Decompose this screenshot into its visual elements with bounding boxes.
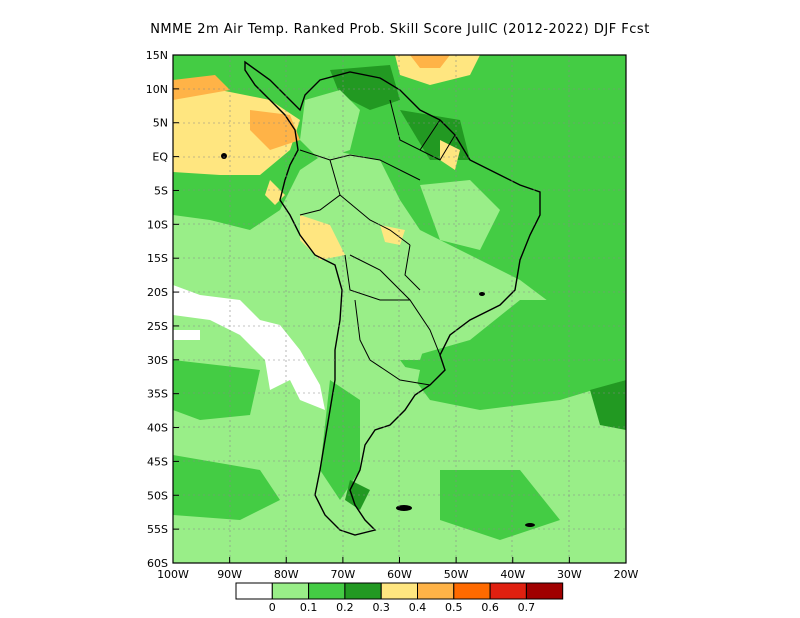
colorbar-label: 0.1 [300, 601, 318, 614]
lat-label: 55S [147, 523, 168, 536]
lon-label: 50W [444, 568, 469, 581]
latitude-axis: 15N 10N 5N EQ 5S 10S 15S 20S 25S 30S 35S 40S 45S 50S 5… [146, 49, 179, 570]
colorbar-swatch [417, 582, 455, 600]
colorbar-label: 0.3 [372, 601, 390, 614]
lat-label: 25S [147, 320, 168, 333]
lat-label: 15N [146, 49, 168, 62]
map-title: NMME 2m Air Temp. Ranked Prob. Skill Sco… [150, 22, 650, 37]
colorbar: 0 0.1 0.2 0.3 0.4 0.5 0.6 0.7 [235, 582, 564, 614]
colorbar-swatch [380, 582, 419, 600]
lat-label: 40S [147, 422, 168, 435]
lon-label: 60W [387, 568, 412, 581]
colorbar-label: 0.5 [445, 601, 463, 614]
colorbar-swatch [235, 582, 273, 600]
colorbar-swatch [489, 582, 527, 600]
colorbar-label: 0.7 [518, 601, 536, 614]
lon-label: 90W [217, 568, 242, 581]
skill-region-light-green [300, 90, 500, 430]
colorbar-label: 0 [269, 601, 276, 614]
lat-label: 35S [147, 388, 168, 401]
lat-label: 5N [153, 117, 168, 130]
graticule [173, 55, 626, 563]
lat-label: 5S [154, 184, 168, 197]
colorbar-swatch [271, 582, 310, 600]
lon-label: 20W [614, 568, 639, 581]
colorbar-swatch [344, 582, 382, 600]
lat-label: 30S [147, 354, 168, 367]
lat-label: 60S [147, 557, 168, 570]
colorbar-swatch [308, 582, 346, 600]
colorbar-swatch [525, 582, 564, 600]
lat-label: 50S [147, 489, 168, 502]
longitude-axis: 100W 90W 80W 70W 60W 50W 40W 30W 20W [157, 557, 639, 581]
colorbar-label: 0.6 [481, 601, 499, 614]
skill-region-white [173, 285, 325, 410]
lon-label: 80W [274, 568, 299, 581]
lon-label: 40W [500, 568, 525, 581]
lon-label: 30W [557, 568, 582, 581]
islands [221, 153, 535, 527]
lon-label: 100W [157, 568, 189, 581]
colorbar-swatch [453, 582, 491, 600]
lon-label: 70W [330, 568, 355, 581]
skill-region-yellow [173, 55, 480, 260]
lat-label: 10S [147, 218, 168, 231]
lat-label: 45S [147, 455, 168, 468]
lat-label: 20S [147, 286, 168, 299]
country-borders [299, 99, 456, 386]
map-area [172, 54, 627, 564]
lat-label: 10N [146, 83, 168, 96]
lat-label: 15S [147, 252, 168, 265]
lat-label: EQ [152, 151, 168, 164]
colorbar-label: 0.2 [336, 601, 354, 614]
colorbar-label: 0.4 [409, 601, 427, 614]
